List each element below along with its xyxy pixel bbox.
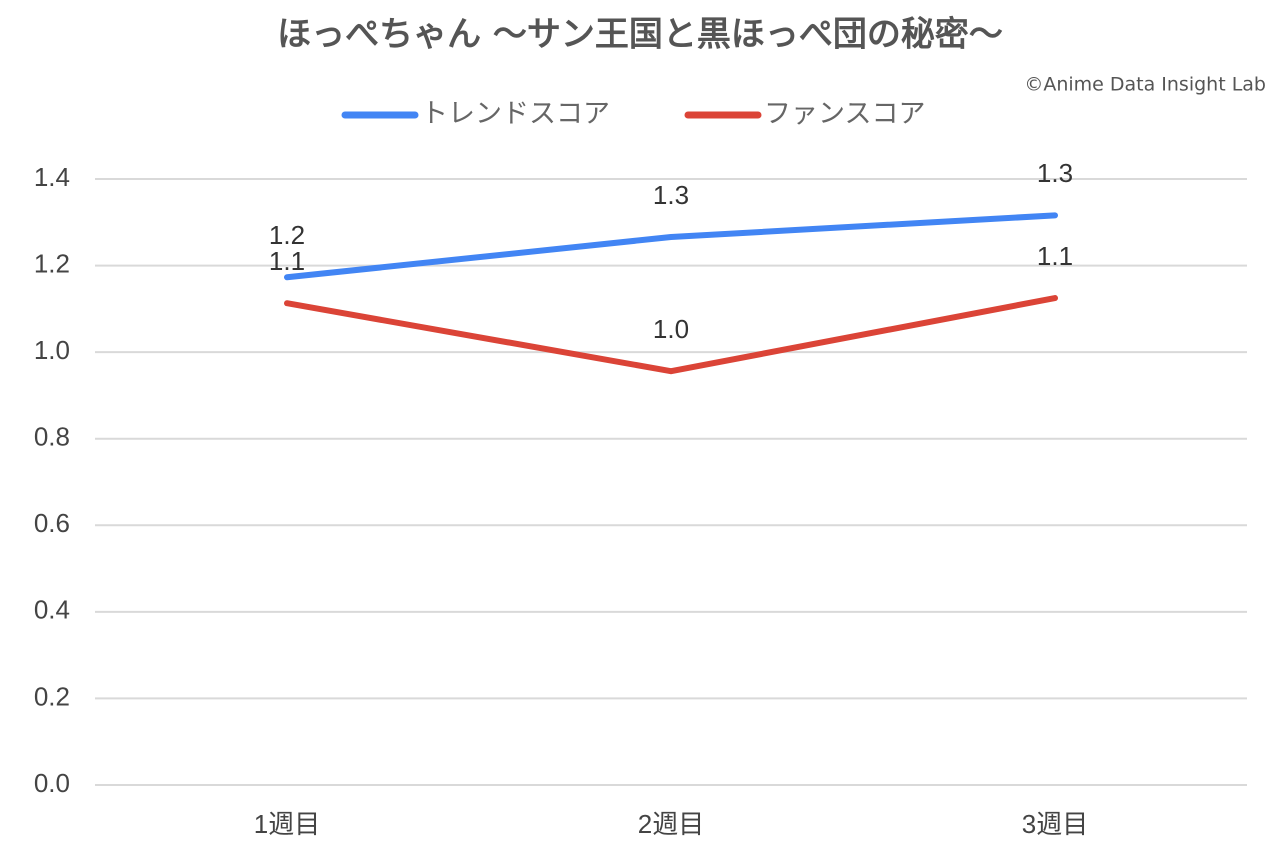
- chart-title: ほっぺちゃん ～サン王国と黒ほっぺ団の秘密～: [277, 15, 1003, 55]
- y-tick-label: 0.0: [34, 768, 70, 798]
- y-tick-label: 1.2: [34, 248, 70, 278]
- series-line: [284, 295, 1058, 375]
- data-label: 1.1: [1037, 241, 1073, 271]
- data-label: 1.1: [269, 246, 305, 276]
- x-tick-label: 3週目: [1022, 809, 1088, 839]
- y-tick-label: 1.4: [34, 162, 70, 192]
- y-tick-label: 0.6: [34, 508, 70, 538]
- y-tick-label: 0.4: [34, 595, 70, 625]
- x-tick-label: 2週目: [638, 809, 704, 839]
- legend-label: ファンスコア: [764, 99, 925, 130]
- legend-label: トレンドスコア: [421, 99, 610, 130]
- y-tick-label: 0.2: [34, 681, 70, 711]
- data-label: 1.2: [269, 220, 305, 250]
- watermark: ©Anime Data Insight Lab: [1024, 74, 1266, 96]
- data-label: 1.3: [653, 180, 689, 210]
- y-tick-label: 0.8: [34, 422, 70, 452]
- y-tick-label: 1.0: [34, 335, 70, 365]
- data-label: 1.3: [1037, 158, 1073, 188]
- series-line: [284, 212, 1058, 281]
- x-tick-label: 1週目: [254, 809, 320, 839]
- data-label: 1.0: [653, 314, 689, 344]
